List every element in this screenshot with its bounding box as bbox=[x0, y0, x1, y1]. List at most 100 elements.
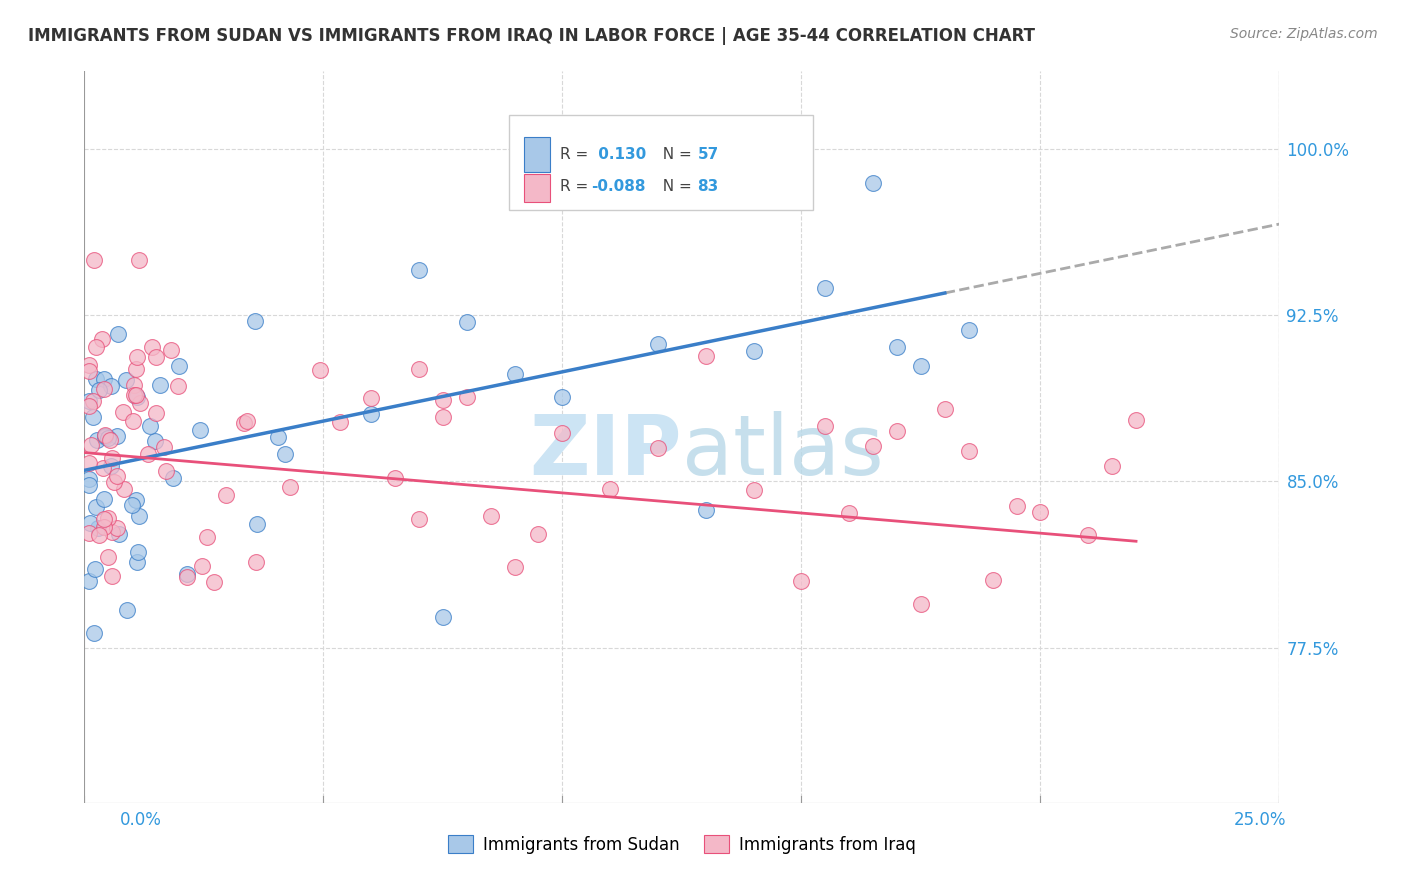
Point bbox=[105, 468, 128, 483]
Point bbox=[957, 444, 980, 458]
Text: ZIP: ZIP bbox=[530, 411, 682, 492]
Point bbox=[82, 410, 104, 425]
Point bbox=[408, 512, 430, 526]
Point bbox=[127, 545, 149, 559]
Point bbox=[108, 526, 131, 541]
Point bbox=[77, 364, 100, 378]
Point bbox=[91, 332, 114, 346]
Legend: Immigrants from Sudan, Immigrants from Iraq: Immigrants from Sudan, Immigrants from I… bbox=[441, 829, 922, 860]
Point bbox=[105, 429, 128, 443]
Point bbox=[84, 562, 107, 576]
Point bbox=[94, 430, 117, 444]
Point bbox=[278, 480, 301, 494]
Point bbox=[329, 415, 352, 429]
Point bbox=[360, 407, 382, 421]
Point bbox=[82, 394, 104, 409]
Point bbox=[456, 390, 478, 404]
Point bbox=[87, 521, 110, 535]
Text: N =: N = bbox=[654, 146, 697, 161]
Point bbox=[115, 603, 138, 617]
Point bbox=[1125, 413, 1147, 427]
FancyBboxPatch shape bbox=[524, 137, 551, 172]
Text: 0.0%: 0.0% bbox=[120, 811, 162, 829]
Point bbox=[215, 487, 238, 501]
Point bbox=[243, 314, 266, 328]
Point bbox=[114, 373, 136, 387]
Point bbox=[94, 428, 117, 442]
Point bbox=[742, 343, 765, 358]
Point bbox=[84, 340, 107, 354]
Point bbox=[124, 362, 146, 376]
Point bbox=[202, 574, 225, 589]
Point bbox=[910, 597, 932, 611]
Point bbox=[155, 464, 177, 478]
Point bbox=[125, 493, 148, 508]
Point bbox=[599, 482, 621, 496]
Point bbox=[125, 387, 148, 401]
Point bbox=[105, 521, 128, 535]
Point bbox=[139, 419, 162, 434]
Text: IMMIGRANTS FROM SUDAN VS IMMIGRANTS FROM IRAQ IN LABOR FORCE | AGE 35-44 CORRELA: IMMIGRANTS FROM SUDAN VS IMMIGRANTS FROM… bbox=[28, 27, 1035, 45]
Point bbox=[97, 431, 120, 445]
Point bbox=[162, 471, 184, 485]
Point bbox=[86, 433, 108, 447]
Point bbox=[267, 429, 290, 443]
Point bbox=[101, 450, 124, 465]
Point bbox=[274, 447, 297, 461]
FancyBboxPatch shape bbox=[524, 174, 551, 202]
Text: -0.088: -0.088 bbox=[591, 179, 645, 194]
Point bbox=[83, 626, 105, 640]
Point bbox=[551, 390, 574, 404]
Point bbox=[408, 262, 430, 277]
Point bbox=[1029, 504, 1052, 518]
Point bbox=[245, 555, 267, 569]
Point bbox=[145, 350, 167, 364]
Point bbox=[934, 401, 956, 416]
Point bbox=[360, 391, 382, 405]
Point bbox=[886, 425, 908, 439]
Point bbox=[122, 378, 145, 392]
Point bbox=[93, 383, 115, 397]
Point bbox=[176, 569, 198, 583]
Point bbox=[479, 508, 502, 523]
Point bbox=[149, 378, 172, 392]
Point bbox=[89, 528, 111, 542]
Point bbox=[695, 502, 717, 516]
Point bbox=[112, 482, 135, 496]
Point bbox=[384, 471, 406, 485]
Point bbox=[647, 441, 669, 455]
Text: 25.0%: 25.0% bbox=[1234, 811, 1286, 829]
Point bbox=[77, 457, 100, 471]
Point bbox=[77, 526, 100, 541]
Point bbox=[910, 359, 932, 373]
Point bbox=[91, 460, 114, 475]
Point bbox=[503, 559, 526, 574]
Text: R =: R = bbox=[560, 179, 593, 194]
Point bbox=[160, 343, 183, 358]
Point bbox=[886, 339, 908, 353]
Point bbox=[246, 516, 269, 531]
Point bbox=[77, 393, 100, 408]
Point bbox=[77, 472, 100, 486]
Text: 83: 83 bbox=[697, 179, 718, 194]
Point bbox=[100, 379, 122, 393]
Point bbox=[527, 527, 550, 541]
Point bbox=[308, 363, 330, 377]
Point bbox=[129, 395, 152, 409]
Point bbox=[101, 524, 124, 539]
Point bbox=[93, 512, 115, 526]
Point bbox=[408, 361, 430, 376]
Point bbox=[107, 326, 129, 341]
Point bbox=[101, 569, 124, 583]
Point bbox=[124, 388, 146, 402]
Text: Source: ZipAtlas.com: Source: ZipAtlas.com bbox=[1230, 27, 1378, 41]
Point bbox=[814, 280, 837, 294]
Point bbox=[77, 399, 100, 413]
Text: N =: N = bbox=[654, 179, 697, 194]
Point bbox=[790, 574, 813, 589]
Point bbox=[838, 506, 860, 520]
Point bbox=[87, 384, 110, 398]
Point bbox=[79, 516, 101, 531]
Point bbox=[1005, 499, 1028, 513]
Point bbox=[141, 340, 163, 354]
